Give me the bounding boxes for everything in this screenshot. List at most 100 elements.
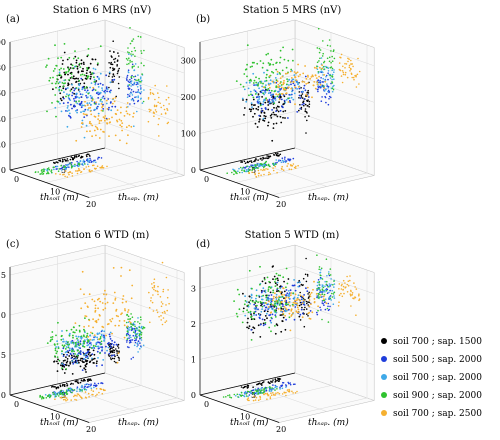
scatter-point bbox=[243, 107, 246, 109]
scatter-point bbox=[307, 74, 309, 77]
scatter-point bbox=[276, 290, 278, 293]
scatter-point bbox=[121, 129, 123, 132]
scatter-point bbox=[264, 91, 267, 94]
scatter-point bbox=[80, 100, 83, 103]
scatter-point bbox=[132, 331, 135, 333]
scatter-point bbox=[298, 315, 301, 318]
scatter-point bbox=[67, 67, 70, 70]
scatter-point bbox=[341, 283, 343, 286]
scatter-point bbox=[268, 294, 270, 297]
scatter-point bbox=[130, 297, 133, 300]
scatter-point bbox=[251, 161, 253, 163]
scatter-point bbox=[141, 102, 144, 104]
scatter-point bbox=[288, 293, 290, 296]
scatter-point bbox=[263, 389, 265, 391]
scatter-point bbox=[267, 163, 270, 166]
scatter-point bbox=[87, 160, 89, 162]
scatter-point bbox=[301, 316, 304, 319]
scatter-point bbox=[274, 292, 276, 295]
scatter-point bbox=[92, 326, 94, 329]
scatter-point bbox=[70, 88, 73, 91]
scatter-point bbox=[306, 286, 309, 289]
scatter-point bbox=[306, 99, 308, 102]
scatter-point bbox=[326, 280, 328, 283]
scatter-point bbox=[132, 324, 134, 326]
x-axis bbox=[199, 372, 296, 396]
grid-line bbox=[294, 74, 375, 103]
scatter-point bbox=[349, 70, 351, 72]
scatter-point bbox=[327, 87, 329, 89]
scatter-point bbox=[116, 119, 118, 122]
scatter-point bbox=[61, 367, 63, 370]
scatter-point bbox=[262, 86, 265, 88]
scatter-point bbox=[351, 292, 354, 294]
scatter-point bbox=[253, 168, 255, 170]
scatter-point bbox=[74, 50, 76, 52]
scatter-point bbox=[137, 89, 140, 91]
scatter-point bbox=[64, 359, 66, 362]
scatter-point bbox=[305, 111, 308, 113]
z-tick-label: 2 bbox=[191, 320, 196, 329]
scatter-point bbox=[319, 306, 321, 309]
scatter-point bbox=[235, 395, 237, 397]
scatter-point bbox=[79, 359, 82, 362]
scatter-point bbox=[253, 311, 256, 314]
scatter-point bbox=[306, 275, 309, 277]
scatter-point bbox=[332, 303, 335, 305]
scatter-point bbox=[65, 87, 67, 90]
scatter-point bbox=[305, 93, 308, 96]
scatter-point bbox=[300, 303, 302, 306]
scatter-point bbox=[61, 393, 63, 395]
scatter-point bbox=[252, 399, 255, 402]
scatter-point bbox=[340, 56, 342, 59]
scatter-point bbox=[91, 72, 94, 75]
scatter-point bbox=[329, 274, 332, 276]
scatter-point bbox=[283, 305, 286, 308]
scatter-point bbox=[271, 80, 274, 83]
scatter-point bbox=[278, 304, 281, 306]
scatter-point bbox=[76, 160, 78, 163]
scatter-point bbox=[271, 304, 274, 306]
scatter-point bbox=[80, 171, 82, 174]
scatter-point bbox=[55, 387, 58, 390]
scatter-point bbox=[57, 161, 59, 164]
scatter-point bbox=[274, 281, 276, 283]
scatter-point bbox=[285, 391, 287, 394]
scatter-point bbox=[140, 50, 142, 52]
scatter-point bbox=[79, 353, 82, 356]
scatter-point bbox=[288, 78, 291, 81]
scatter-point bbox=[342, 65, 344, 68]
scatter-point bbox=[92, 349, 95, 352]
scatter-point bbox=[272, 291, 274, 294]
scatter-point bbox=[319, 80, 321, 83]
scatter-point bbox=[72, 336, 74, 339]
y-axis-label: thₛₐₚ. (m) bbox=[118, 417, 159, 428]
scatter-point bbox=[106, 88, 109, 90]
scatter-point bbox=[245, 170, 247, 173]
scatter-point bbox=[87, 48, 90, 50]
scatter-point bbox=[275, 107, 278, 109]
scatter-point bbox=[94, 309, 97, 312]
scatter-point bbox=[63, 51, 66, 54]
scatter-point bbox=[143, 49, 145, 52]
scatter-point bbox=[46, 110, 48, 113]
scatter-point bbox=[349, 294, 352, 297]
scatter-point bbox=[66, 353, 68, 356]
scatter-point bbox=[273, 154, 275, 156]
scatter-point bbox=[268, 171, 270, 174]
scatter-point bbox=[85, 336, 88, 338]
scatter-point bbox=[62, 383, 64, 386]
scatter-point bbox=[97, 93, 100, 96]
scatter-point bbox=[270, 93, 273, 96]
scatter-point bbox=[246, 75, 248, 78]
scatter-point bbox=[84, 391, 87, 393]
scatter-point bbox=[247, 390, 250, 393]
scatter-point bbox=[98, 297, 100, 300]
scatter-point bbox=[257, 167, 259, 169]
scatter-point bbox=[275, 85, 278, 88]
scatter-point bbox=[266, 317, 268, 320]
scatter-point bbox=[91, 298, 94, 301]
scatter-point bbox=[96, 63, 99, 66]
scatter-point bbox=[266, 387, 268, 389]
